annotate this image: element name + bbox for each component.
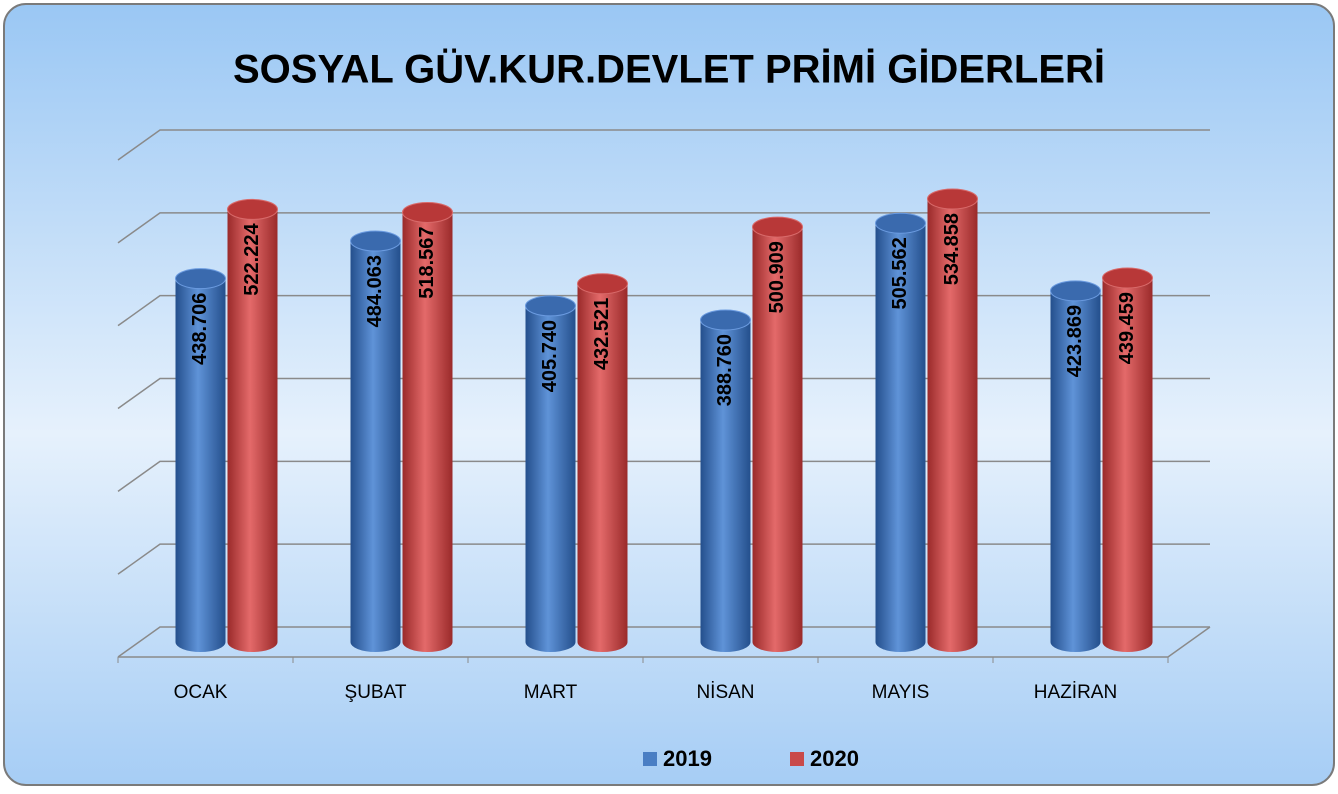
value-label: 388.760 bbox=[714, 334, 736, 406]
value-label: 505.562 bbox=[889, 237, 911, 309]
legend-label: 2020 bbox=[810, 746, 859, 771]
grid-line bbox=[117, 377, 1210, 410]
value-label: 522.224 bbox=[241, 223, 263, 296]
x-tick-label: OCAK bbox=[174, 682, 228, 703]
bar-top bbox=[525, 295, 576, 317]
bar bbox=[577, 283, 628, 653]
grid-line bbox=[117, 626, 1210, 658]
bar bbox=[350, 241, 401, 653]
grid-line bbox=[117, 460, 1210, 492]
bar-top bbox=[227, 198, 278, 220]
bar bbox=[525, 305, 576, 652]
bar bbox=[402, 212, 453, 653]
value-label: 518.567 bbox=[416, 226, 438, 298]
bar bbox=[875, 223, 926, 653]
x-tick-label: HAZİRAN bbox=[1034, 682, 1117, 703]
value-label: 438.706 bbox=[189, 293, 211, 365]
legend-swatch bbox=[643, 752, 657, 766]
bar-top bbox=[752, 216, 803, 238]
bar-top bbox=[175, 268, 226, 290]
bar bbox=[927, 198, 978, 653]
value-label: 439.459 bbox=[1116, 292, 1138, 364]
value-label: 432.521 bbox=[591, 298, 613, 370]
x-tick-label: NİSAN bbox=[696, 682, 754, 703]
bar-top bbox=[402, 201, 453, 223]
bar bbox=[752, 227, 803, 653]
x-tick-label: ŞUBAT bbox=[345, 682, 407, 703]
bar-top bbox=[1050, 280, 1101, 302]
bar-top bbox=[1102, 267, 1153, 289]
bar bbox=[227, 209, 278, 653]
legend-swatch bbox=[790, 752, 804, 766]
x-tick-label: MART bbox=[524, 682, 578, 703]
value-label: 534.858 bbox=[941, 213, 963, 285]
value-label: 405.740 bbox=[539, 320, 561, 392]
bar bbox=[1050, 290, 1101, 653]
value-label: 500.909 bbox=[766, 241, 788, 313]
chart-background bbox=[3, 3, 1335, 786]
bar-top bbox=[700, 309, 751, 331]
value-label: 484.063 bbox=[364, 255, 386, 327]
bar-top bbox=[577, 273, 628, 295]
value-label: 423.869 bbox=[1064, 305, 1086, 377]
chart-title: SOSYAL GÜV.KUR.DEVLET PRİMİ GİDERLERİ bbox=[233, 47, 1105, 92]
bar-top bbox=[927, 188, 978, 210]
grid-line bbox=[117, 294, 1210, 327]
bar bbox=[700, 319, 751, 653]
bar-top bbox=[350, 230, 401, 252]
x-tick-label: MAYIS bbox=[872, 682, 930, 703]
grid-line bbox=[117, 129, 1210, 161]
bar bbox=[1102, 277, 1153, 653]
grid-line bbox=[117, 212, 1210, 244]
legend-label: 2019 bbox=[663, 746, 712, 771]
bar bbox=[175, 278, 226, 652]
bar-top bbox=[875, 212, 926, 234]
grid-line bbox=[117, 543, 1210, 575]
